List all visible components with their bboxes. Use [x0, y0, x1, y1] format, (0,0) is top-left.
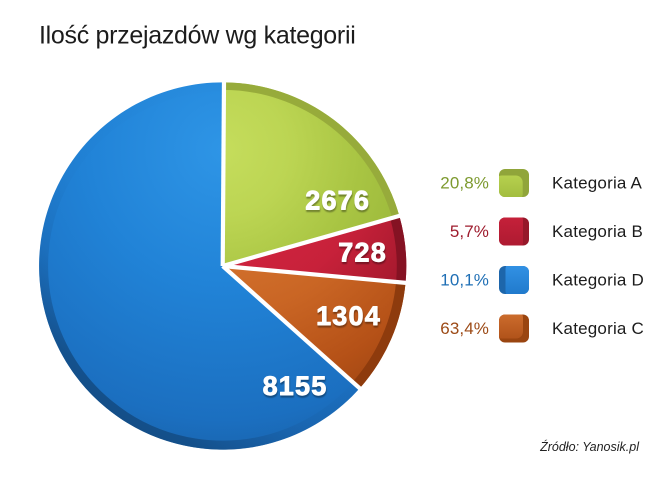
svg-text:20,8%: 20,8%	[440, 174, 489, 193]
svg-text:Kategoria C: Kategoria C	[552, 319, 644, 338]
svg-text:10,1%: 10,1%	[440, 271, 489, 290]
svg-text:5,7%: 5,7%	[450, 222, 489, 241]
svg-text:1304: 1304	[316, 301, 381, 331]
svg-text:728: 728	[338, 238, 387, 268]
svg-text:Kategoria B: Kategoria B	[552, 222, 643, 241]
svg-text:728: 728	[339, 239, 388, 269]
svg-text:63,4%: 63,4%	[440, 319, 489, 338]
svg-text:2676: 2676	[305, 186, 370, 216]
svg-text:Ilość przejazdów wg kategorii: Ilość przejazdów wg kategorii	[39, 22, 355, 50]
svg-text:Kategoria D: Kategoria D	[552, 271, 644, 290]
svg-text:2676: 2676	[306, 187, 371, 217]
svg-text:8155: 8155	[263, 373, 328, 403]
svg-text:8155: 8155	[263, 371, 328, 401]
svg-text:Kategoria A: Kategoria A	[552, 174, 643, 193]
svg-text:1304: 1304	[317, 303, 382, 333]
svg-text:Źródło: Yanosik.pl: Źródło: Yanosik.pl	[539, 439, 640, 454]
